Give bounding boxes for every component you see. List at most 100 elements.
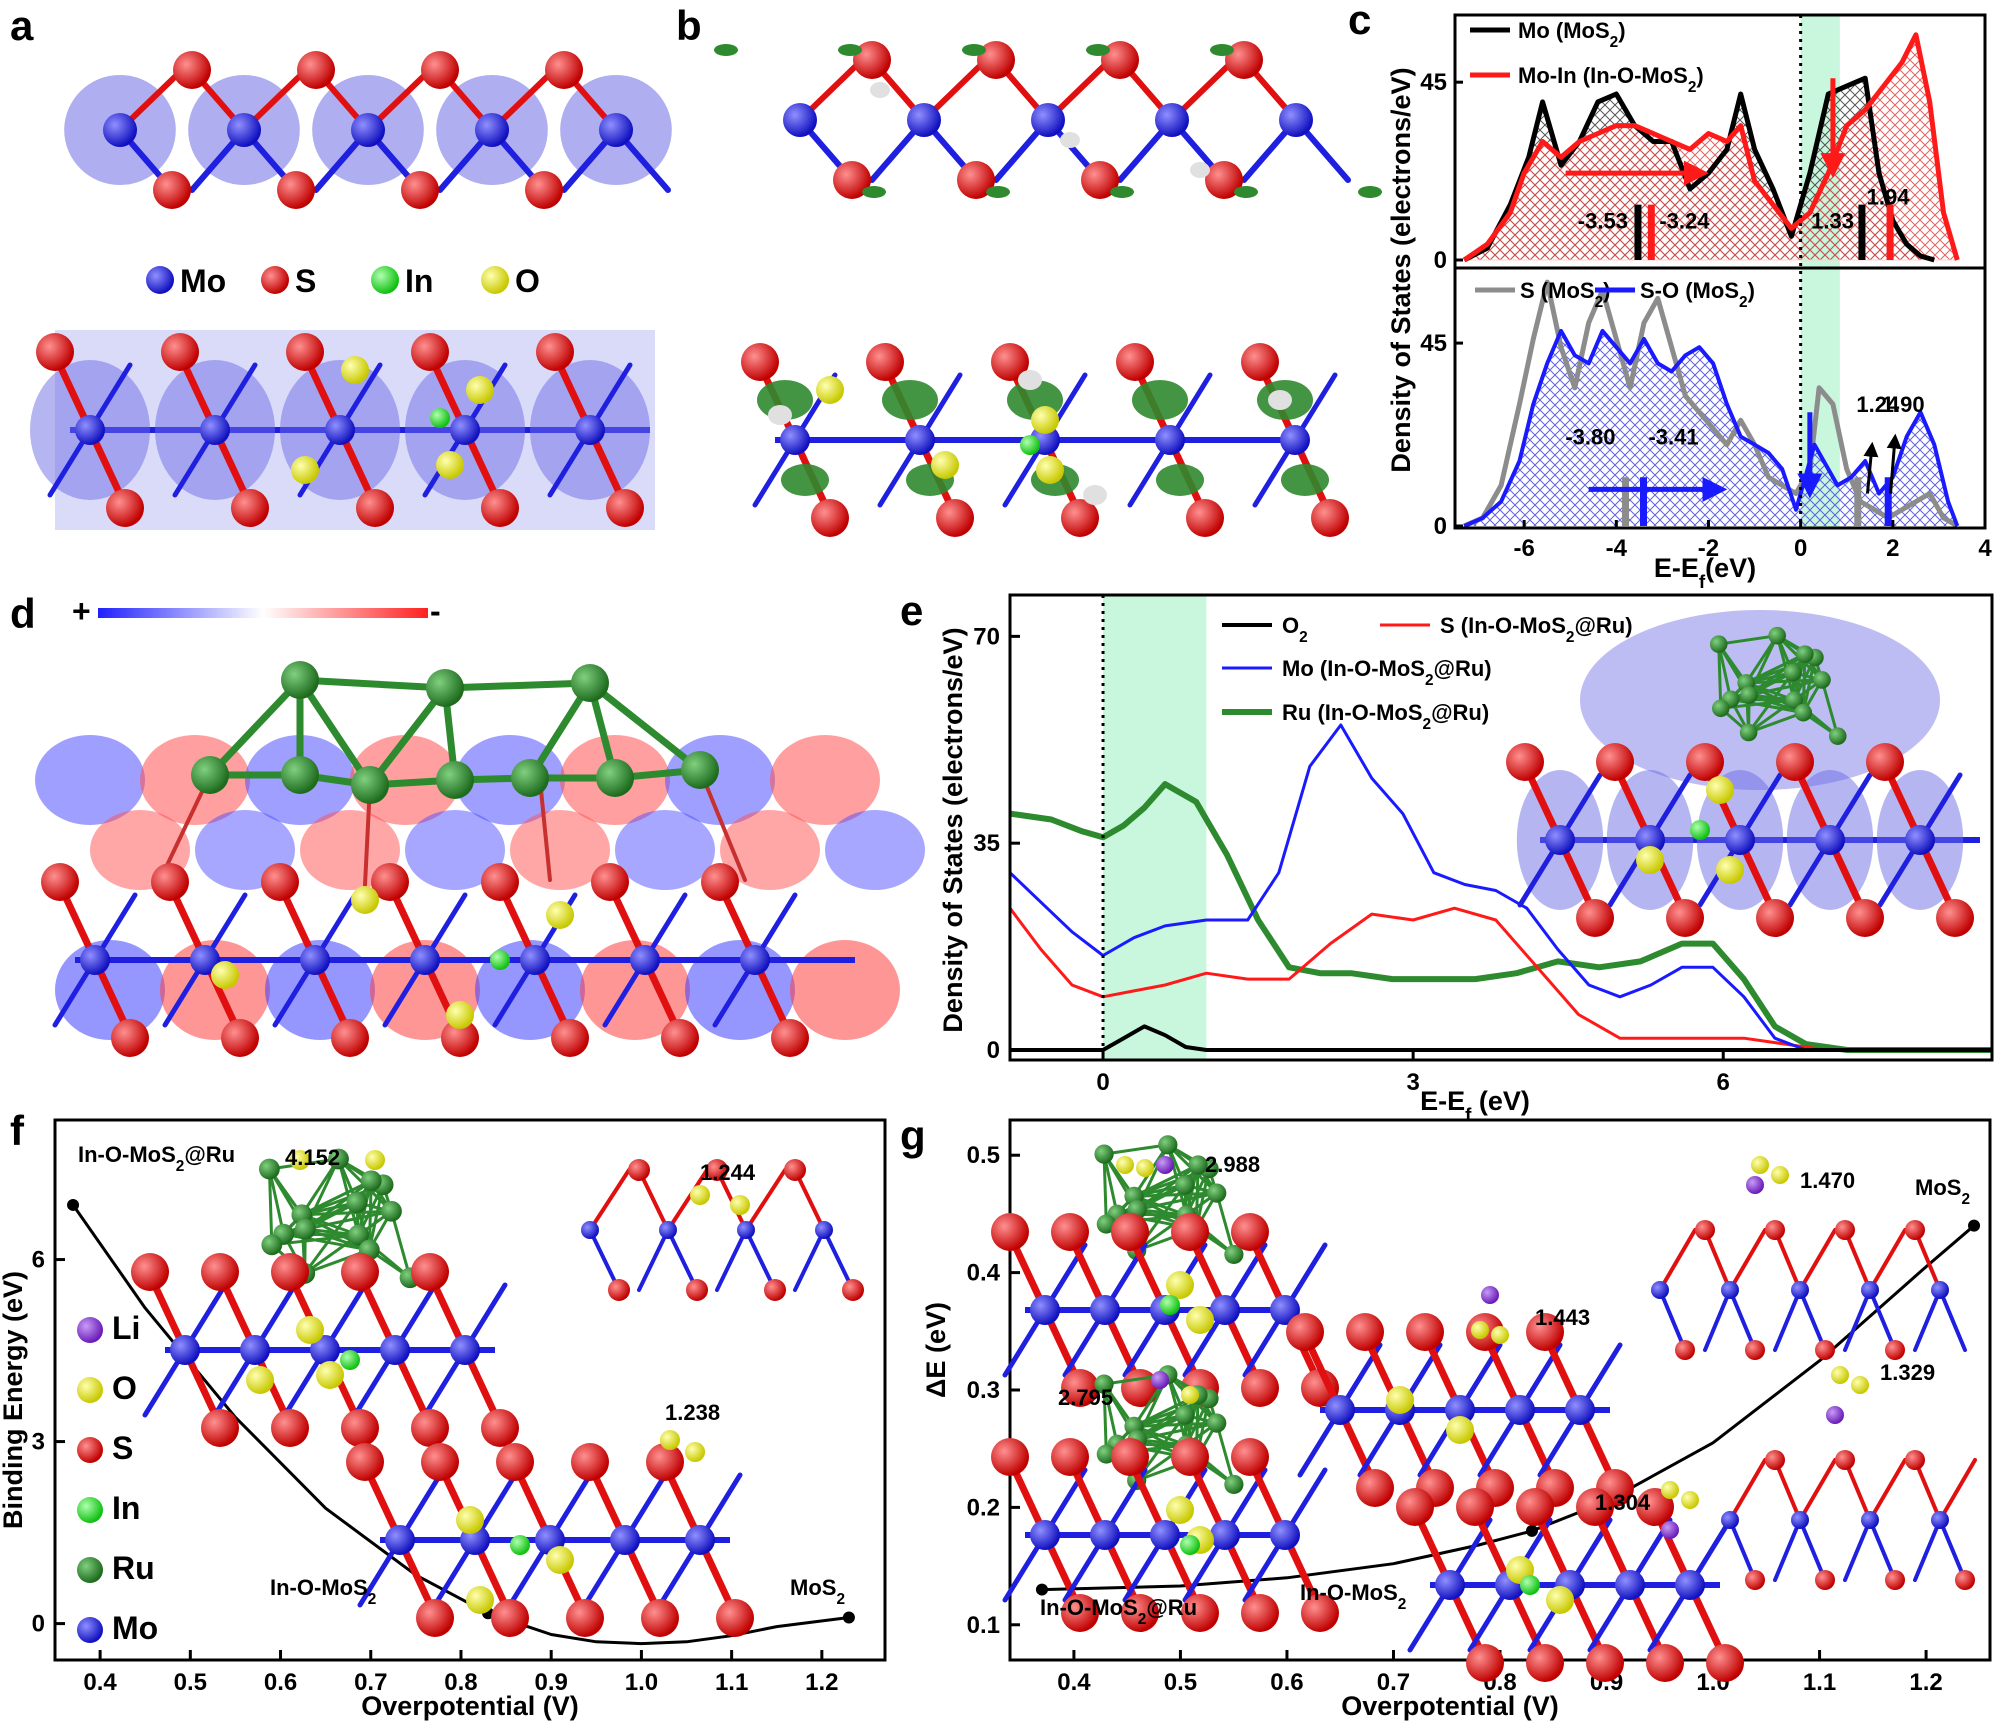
o-atom: [466, 376, 494, 404]
s-atom: [341, 1253, 379, 1291]
o-atom: [816, 376, 844, 404]
s-atom: [341, 1409, 379, 1447]
ru-ru-bond: [300, 1157, 341, 1217]
s-atom: [1061, 499, 1099, 537]
data-point-0: [1035, 1583, 1048, 1596]
charge-lobe: [790, 940, 900, 1040]
panel-label-d: d: [10, 590, 36, 637]
mo-atom: [475, 113, 509, 147]
charge-lobe: [986, 186, 1010, 198]
o-atom: [546, 901, 574, 929]
mo-atom: [1615, 1570, 1645, 1600]
panel-a-atom-legend: Mo S In O: [146, 263, 540, 299]
charge-scale-bar: [98, 608, 428, 618]
s-atom: [866, 343, 904, 381]
s-atom: [525, 171, 563, 209]
s-atom: [1225, 41, 1263, 79]
s-atom: [1356, 1469, 1394, 1507]
point-label-0-tail: @Ru: [1146, 1595, 1197, 1620]
ru-atom: [1739, 723, 1758, 742]
ru-ru-bond: [300, 1179, 373, 1217]
s-atom: [641, 1599, 679, 1637]
fit-curve: [71, 1204, 850, 1646]
charge-lobe: [781, 464, 829, 496]
bond-length-label: 1.238: [665, 1400, 720, 1425]
ru-ru-bond: [1747, 711, 1805, 735]
charge-lobe: [1156, 464, 1204, 496]
ru-atom: [1207, 1413, 1227, 1433]
s-atom: [1686, 743, 1724, 781]
s-atom: [701, 863, 739, 901]
o-atom: [1546, 1586, 1574, 1614]
charge-lobe: [720, 810, 820, 890]
in-atom: [1180, 1535, 1200, 1555]
s-atom: [1815, 1340, 1835, 1360]
mo-s-bond: [1798, 1288, 1827, 1352]
bond-length-label: 1.244: [700, 1160, 756, 1185]
ru-ru-bond: [1102, 1152, 1108, 1226]
mo-s-bond: [1938, 1458, 1977, 1522]
mo-s-bond: [1868, 1518, 1897, 1582]
ru-ru-bond: [296, 676, 374, 789]
charge-lobe: [838, 44, 862, 56]
li-atom: [1481, 1286, 1499, 1304]
ru-ru-bond: [1102, 1143, 1170, 1156]
ru-atom: [1783, 663, 1802, 682]
s-atom: [1905, 1450, 1925, 1470]
s-atom: [1406, 1313, 1444, 1351]
ru-ru-bond: [267, 1167, 274, 1247]
y-axis-label: Binding Energy (eV): [0, 1271, 28, 1529]
s-atom: [271, 1253, 309, 1291]
o-atom: [1751, 1156, 1769, 1174]
ru-ru-bond: [1717, 634, 1779, 646]
o-atom: [931, 451, 959, 479]
legend-mo-dot: [146, 266, 174, 294]
s-atom: [771, 1019, 809, 1057]
o-atom: [1186, 1306, 1214, 1334]
x-tick-label: 0: [1794, 535, 1807, 562]
charge-lobe: [510, 810, 610, 890]
s-atom: [441, 1019, 479, 1057]
charge-lobe: [1358, 186, 1382, 198]
s-atom: [481, 1409, 519, 1447]
x-tick-label: 1.1: [715, 1669, 748, 1696]
o-atom: [1166, 1496, 1194, 1524]
s-atom: [1955, 1570, 1975, 1590]
band-center-label: -3.80: [1565, 425, 1615, 450]
ru-atom: [294, 1218, 316, 1240]
in-atom: [1160, 1295, 1180, 1315]
mo-atom: [1270, 1295, 1300, 1325]
s-atom: [1241, 343, 1279, 381]
panel-label-e: e: [900, 587, 923, 634]
data-point-2: [842, 1611, 855, 1624]
o-atom: [246, 1366, 274, 1394]
o-atom: [290, 1150, 310, 1170]
panel-label-c: c: [1348, 0, 1371, 43]
s-atom: [161, 333, 199, 371]
ru-ru-bond: [1744, 652, 1807, 685]
x-axis-label-sub: f: [1465, 1105, 1472, 1126]
ru-ru-bond: [303, 1179, 373, 1231]
s-atom: [1745, 1340, 1765, 1360]
legend-label-0-sub: 2: [1299, 629, 1308, 646]
s-atom: [1231, 1213, 1269, 1251]
s-atom: [1346, 1313, 1384, 1351]
mo-atom: [227, 113, 261, 147]
charge-lobe-grey: [1268, 390, 1292, 410]
ru-ru-bond: [1747, 652, 1807, 697]
x-tick-label: 0.7: [354, 1669, 387, 1696]
point-label-0: In-O-MoS2@Ru: [78, 1142, 235, 1175]
legend-label-3: Ru (In-O-MoS2@Ru): [1282, 700, 1489, 733]
legend-dot-o: [77, 1377, 103, 1403]
mo-atom: [685, 1525, 715, 1555]
ru-atom: [1094, 1374, 1114, 1394]
charge-lobe-grey: [1060, 132, 1080, 148]
ru-atom: [1224, 1474, 1244, 1495]
charge-lobe: [1210, 44, 1234, 56]
mo-atom: [1150, 1520, 1180, 1550]
point-label-1-main: In-O-MoS: [270, 1575, 368, 1600]
ru-ru-bond: [366, 684, 449, 789]
mo-s-bond: [1728, 1518, 1757, 1582]
x-tick-label: 0.4: [1057, 1669, 1091, 1696]
